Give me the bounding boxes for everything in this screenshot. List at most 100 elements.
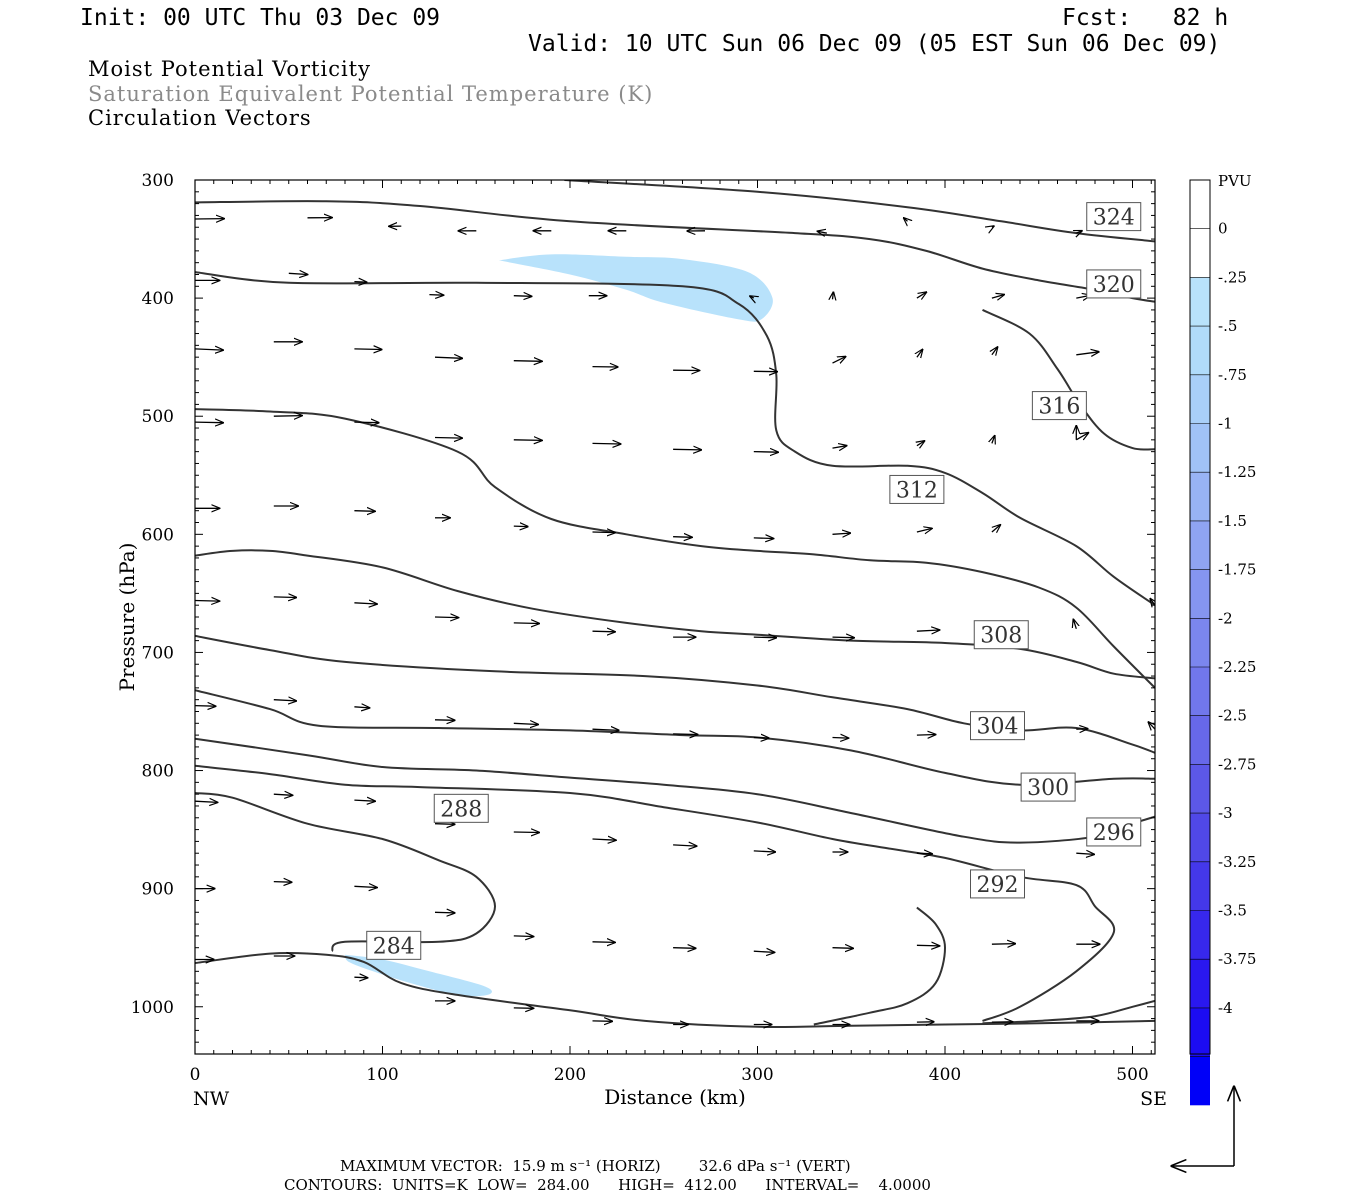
circulation-vector xyxy=(673,948,696,949)
colorbar-label: -2.25 xyxy=(1218,658,1256,676)
theta-contour-296 xyxy=(195,737,1155,844)
svg-text:304: 304 xyxy=(977,715,1019,740)
theta-contour-300 xyxy=(195,689,1155,786)
init-time: Init: 00 UTC Thu 03 Dec 09 xyxy=(80,5,441,31)
svg-text:324: 324 xyxy=(1093,206,1135,231)
x-end-label-nw: NW xyxy=(193,1088,230,1110)
svg-text:308: 308 xyxy=(980,624,1022,649)
x-tick-label: 100 xyxy=(366,1065,398,1085)
x-tick-label: 400 xyxy=(929,1065,961,1085)
colorbar-swatch xyxy=(1190,1056,1210,1106)
contour-label-320: 320 xyxy=(1086,269,1142,299)
colorbar-label: -1.75 xyxy=(1218,561,1256,579)
contour-label-316: 316 xyxy=(1031,391,1087,421)
circulation-vector xyxy=(434,617,458,618)
svg-text:312: 312 xyxy=(896,478,938,503)
circulation-vector xyxy=(354,886,377,887)
circulation-vector xyxy=(513,832,539,833)
circulation-vector xyxy=(916,853,932,854)
circulation-vector xyxy=(354,603,377,604)
circulation-vector xyxy=(818,231,828,233)
theta-contour-316 xyxy=(982,309,1155,451)
x-tick-label: 0 xyxy=(190,1065,201,1085)
theta-contour-292 xyxy=(195,764,1116,1022)
theta-contour-312 xyxy=(195,408,1155,689)
circulation-vector xyxy=(513,526,528,527)
circulation-vector xyxy=(273,416,302,417)
y-tick-label: 300 xyxy=(142,171,174,191)
colorbar-swatch xyxy=(1190,472,1210,521)
circulation-vector xyxy=(832,357,846,364)
colorbar-label: -2.5 xyxy=(1218,707,1247,725)
circulation-vector xyxy=(753,951,775,952)
colorbar-label: 0 xyxy=(1218,220,1228,238)
theta-contour-324 xyxy=(564,180,1155,243)
circulation-vector xyxy=(753,851,776,852)
circulation-vector xyxy=(833,292,834,299)
colorbar-swatch xyxy=(1190,618,1210,667)
circulation-vector xyxy=(513,296,532,297)
contour-info-note: CONTOURS: UNITS=K LOW= 284.00 HIGH= 412.… xyxy=(284,1176,931,1194)
x-tick-label: 300 xyxy=(741,1065,773,1085)
axes-layer: 300 400 500 600 700 800 900 1000 0 100 200 300 400 50… xyxy=(131,171,1167,1110)
circulation-vector xyxy=(354,282,366,283)
circulation-vector xyxy=(434,438,462,439)
contour-label-288: 288 xyxy=(433,793,489,823)
circulation-vector xyxy=(673,734,697,735)
y-axis-title: Pressure (hPa) xyxy=(115,543,139,692)
svg-text:320: 320 xyxy=(1093,273,1135,298)
valid-time: Valid: 10 UTC Sun 06 Dec 09 (05 EST Sun … xyxy=(528,31,1221,57)
circulation-vector xyxy=(753,738,769,739)
colorbar-swatch xyxy=(1190,374,1210,424)
colorbar-swatch xyxy=(1190,228,1210,278)
circulation-vector xyxy=(592,942,616,943)
circulation-vector xyxy=(195,801,218,802)
theta-contours-layer xyxy=(195,180,1155,1029)
contour-label-304: 304 xyxy=(970,711,1025,741)
colorbar-label: -1.25 xyxy=(1218,463,1256,481)
circulation-vector xyxy=(753,538,774,539)
circulation-vector xyxy=(1076,231,1082,233)
circulation-vector xyxy=(592,631,616,632)
theta-contour-308 xyxy=(195,549,1155,680)
colorbar-swatch xyxy=(1190,813,1210,862)
theta-contour-284 xyxy=(195,951,1155,1029)
svg-text:292: 292 xyxy=(977,873,1019,898)
x-end-label-se: SE xyxy=(1140,1088,1167,1110)
circulation-vector xyxy=(513,723,538,724)
svg-text:316: 316 xyxy=(1038,395,1080,420)
colorbar-label: -1.5 xyxy=(1218,512,1247,530)
contour-label-312: 312 xyxy=(889,474,945,504)
circulation-vector xyxy=(434,720,455,721)
contour-label-296: 296 xyxy=(1086,817,1142,847)
colorbar-swatch xyxy=(1190,520,1210,570)
y-tick-label: 900 xyxy=(142,880,174,900)
contour-label-284: 284 xyxy=(366,930,422,960)
svg-text:300: 300 xyxy=(1027,776,1069,801)
circulation-vector xyxy=(288,273,308,274)
circulation-vector xyxy=(750,296,754,298)
colorbar-swatch xyxy=(1190,959,1210,1008)
plot-frame xyxy=(194,179,1156,1055)
circulation-vector xyxy=(592,729,619,730)
colorbar-swatch xyxy=(1190,326,1210,375)
colorbar-label: -.25 xyxy=(1218,268,1247,286)
colorbar-swatch xyxy=(1190,764,1210,814)
contour-labels-layer: 324 320 316 312 308 304 300 296 292 288 284 xyxy=(366,202,1142,960)
colorbar-swatch xyxy=(1190,180,1210,229)
y-tick-label: 400 xyxy=(142,289,174,309)
field-theta-title: Saturation Equivalent Potential Temperat… xyxy=(88,82,654,106)
reference-vector-icon xyxy=(1172,1087,1234,1166)
circulation-vector xyxy=(753,452,778,453)
circulation-vector xyxy=(753,637,777,638)
circulation-vector xyxy=(434,912,455,913)
colorbar-label: -1 xyxy=(1218,415,1233,433)
circulation-vector xyxy=(1076,352,1099,355)
colorbar-title: PVU xyxy=(1218,172,1252,190)
circulation-vector xyxy=(273,882,292,883)
y-tick-label: 800 xyxy=(142,762,174,782)
colorbar-swatch xyxy=(1190,277,1210,327)
colorbar-swatch xyxy=(1190,569,1210,619)
circulation-vector xyxy=(1076,729,1087,730)
